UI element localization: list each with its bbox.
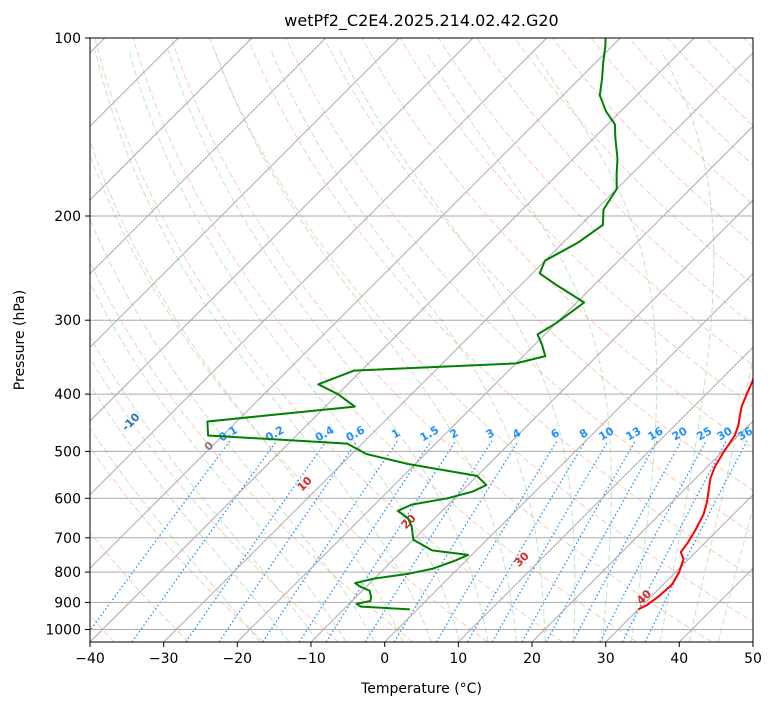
- mixing-ratio-line: [298, 440, 432, 642]
- isotherm: [90, 38, 621, 570]
- dewpoint-profile-line: [206, 38, 619, 611]
- axis-ticks: −40 −30 −20 −10 0 10 20 30 40 50 100 200 300 400 500 60…: [45, 31, 762, 667]
- isotherm: [90, 38, 400, 349]
- moist-adiabat: [532, 50, 658, 642]
- dry-adiabat: [552, 38, 753, 245]
- isotherm: [457, 346, 753, 642]
- isotherm: [531, 420, 753, 642]
- dry-adiabat: [90, 153, 488, 642]
- x-tick-label: 20: [523, 651, 541, 667]
- isotherms: [90, 38, 753, 642]
- moist-adiabat: [659, 50, 715, 642]
- dry-adiabat: [94, 38, 563, 642]
- x-tick-label: 10: [449, 651, 467, 667]
- dry-adiabat: [209, 38, 753, 623]
- moist-adiabat: [90, 139, 404, 642]
- y-tick-label: 1000: [45, 623, 81, 639]
- mixing-ratio-line: [545, 440, 658, 642]
- moist-adiabat: [688, 356, 753, 642]
- dry-adiabat: [90, 531, 190, 642]
- isotherm: [90, 38, 474, 422]
- x-tick-label: −40: [75, 651, 105, 667]
- moist-adiabat: [90, 427, 261, 642]
- mixing-ratio-line: [185, 440, 327, 642]
- y-tick-label: 200: [54, 209, 81, 225]
- x-tick-label: 30: [597, 651, 615, 667]
- mixing-ratio-line: [521, 440, 636, 642]
- y-tick-label: 900: [54, 595, 81, 611]
- y-tick-label: 700: [54, 531, 81, 547]
- y-tick-label: 300: [54, 313, 81, 329]
- dry-adiabat: [247, 38, 753, 578]
- isotherm: [90, 38, 327, 275]
- moist-adiabat: [94, 50, 432, 642]
- isotherm: [605, 493, 753, 642]
- isotherm: [310, 199, 753, 642]
- mixing-ratio-line: [218, 440, 358, 642]
- x-axis-label: Temperature (°C): [360, 681, 482, 697]
- y-axis-label: Pressure (hPa): [12, 290, 28, 390]
- dry-adiabat: [437, 38, 753, 366]
- mixing-ratio-line: [466, 440, 587, 642]
- y-tick-label: 600: [54, 491, 81, 507]
- x-tick-label: 0: [380, 651, 389, 667]
- x-tick-label: −10: [296, 651, 326, 667]
- mixing-ratio-line: [90, 440, 231, 632]
- isotherm: [90, 38, 695, 642]
- dry-adiabat: [285, 38, 753, 535]
- chart-title: wetPf2_C2E4.2025.214.02.42.G20: [284, 11, 558, 31]
- y-tick-label: 100: [54, 31, 81, 47]
- dry-adiabat: [132, 38, 638, 642]
- x-tick-label: −30: [149, 651, 179, 667]
- dry-adiabat: [590, 38, 753, 206]
- moist-adiabat: [167, 50, 489, 642]
- isotherm: [90, 38, 253, 201]
- dry-adiabat: [399, 38, 753, 408]
- isotherm: [90, 38, 548, 496]
- x-tick-label: 40: [670, 651, 688, 667]
- isobars: [90, 38, 753, 630]
- moist-adiabat: [90, 281, 347, 642]
- mixing-ratio-line: [491, 440, 609, 642]
- mixing-ratio-label: 36: [735, 424, 755, 443]
- y-tick-label: 400: [54, 387, 81, 403]
- isotherm: [384, 272, 753, 642]
- dry-adiabat: [476, 38, 753, 326]
- moist-adiabat: [128, 50, 461, 642]
- mixing-ratio-line: [435, 440, 558, 642]
- x-tick-label: −20: [223, 651, 253, 667]
- moist-adiabat: [90, 218, 376, 642]
- temperature-profile-line: [637, 375, 753, 611]
- mixing-ratio-line: [325, 440, 457, 642]
- dry-adiabat: [90, 261, 414, 642]
- moist-adiabat: [339, 50, 576, 642]
- mixing-ratio-line: [262, 440, 399, 642]
- y-tick-label: 500: [54, 444, 81, 460]
- moist-adiabat: [270, 50, 546, 642]
- axes-frame: [89, 37, 754, 643]
- y-tick-label: 800: [54, 565, 81, 581]
- dry-adiabat: [323, 38, 753, 492]
- mixing-ratio-line: [364, 440, 493, 642]
- x-tick-label: 50: [744, 651, 762, 667]
- mixing-ratio-line: [644, 440, 748, 642]
- dry-adiabat: [514, 38, 753, 285]
- profiles: [206, 38, 753, 611]
- isotherm: [163, 51, 753, 642]
- moist-adiabat: [90, 383, 290, 642]
- dry-adiabat: [90, 357, 339, 642]
